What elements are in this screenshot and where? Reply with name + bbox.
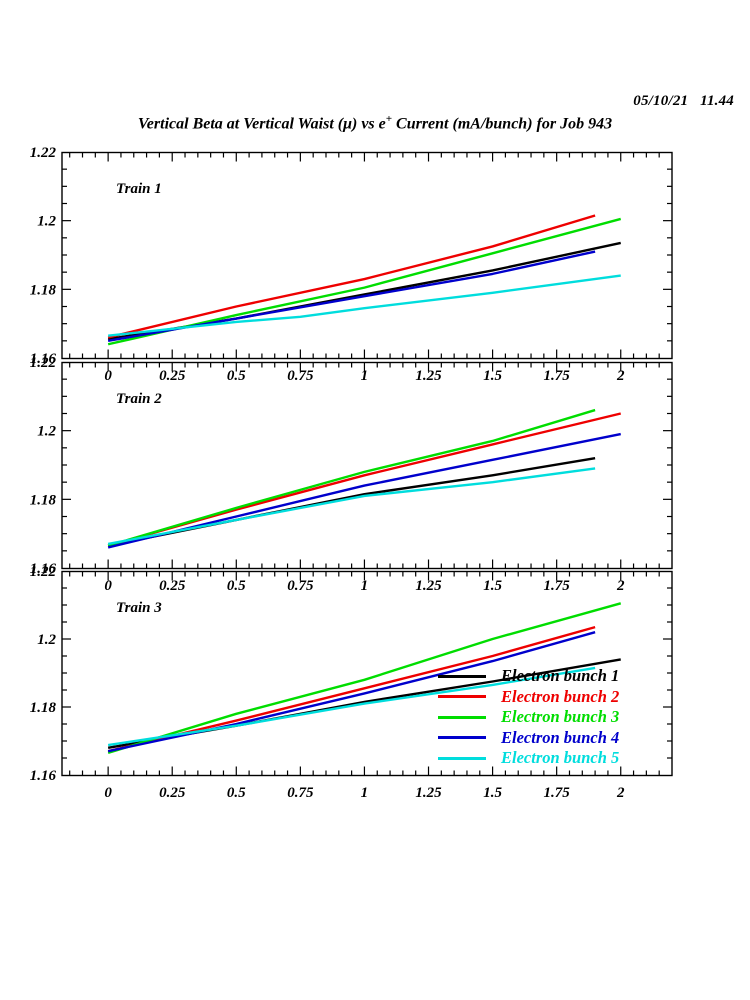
- svg-text:1.2: 1.2: [37, 632, 56, 648]
- train-1-label: Train 1: [116, 181, 162, 197]
- legend-label: Electron bunch 3: [501, 707, 620, 726]
- svg-text:1.5: 1.5: [483, 578, 502, 594]
- svg-text:1.75: 1.75: [544, 368, 571, 384]
- svg-text:1.75: 1.75: [544, 578, 571, 594]
- svg-text:0.25: 0.25: [159, 368, 186, 384]
- svg-text:1.25: 1.25: [415, 785, 442, 801]
- legend-line-sample-blue: [438, 736, 486, 740]
- legend-line-sample-cyan: [438, 756, 486, 760]
- svg-text:0.5: 0.5: [227, 578, 246, 594]
- svg-text:1: 1: [361, 785, 369, 801]
- svg-text:0.75: 0.75: [287, 368, 314, 384]
- svg-text:1.2: 1.2: [37, 424, 56, 440]
- legend-label: Electron bunch 1: [501, 666, 620, 685]
- legend-line-sample-red: [438, 695, 486, 699]
- legend-label: Electron bunch 2: [501, 686, 620, 706]
- svg-text:1.22: 1.22: [30, 355, 57, 371]
- svg-text:1.5: 1.5: [483, 785, 502, 801]
- legend-item-bunch-5: Electron bunch 5: [438, 748, 658, 769]
- svg-text:1.18: 1.18: [30, 492, 57, 508]
- svg-text:0.5: 0.5: [227, 368, 246, 384]
- train-1-chart: 1.16 1.18 1.2 1.22 0 0.25 0.5 0.75 1 1.25 1.5 1.75 2: [30, 145, 673, 384]
- legend-line-sample-green: [438, 715, 486, 719]
- svg-text:1.18: 1.18: [30, 700, 57, 716]
- svg-text:1: 1: [361, 368, 369, 384]
- svg-text:1.25: 1.25: [415, 578, 442, 594]
- svg-text:0.75: 0.75: [287, 785, 314, 801]
- svg-text:0.25: 0.25: [159, 785, 186, 801]
- legend-item-bunch-1: Electron bunch 1: [438, 666, 658, 687]
- legend-item-bunch-3: Electron bunch 3: [438, 707, 658, 728]
- legend-item-bunch-2: Electron bunch 2: [438, 687, 658, 708]
- svg-text:2: 2: [616, 368, 625, 384]
- train-2-chart: 1.16 1.18 1.2 1.22 0 0.25 0.5 0.75 1 1.25 1.5 1.75 2: [30, 355, 673, 594]
- svg-text:0: 0: [104, 578, 112, 594]
- chart-legend: Electron bunch 1 Electron bunch 2 Electr…: [438, 666, 658, 769]
- svg-text:1.22: 1.22: [30, 564, 57, 580]
- svg-text:1: 1: [361, 578, 369, 594]
- svg-text:1.16: 1.16: [30, 768, 57, 784]
- svg-text:1.16: 1.16: [30, 561, 57, 577]
- svg-text:0.25: 0.25: [159, 578, 186, 594]
- svg-text:1.2: 1.2: [37, 214, 56, 230]
- svg-text:1.5: 1.5: [483, 368, 502, 384]
- legend-item-bunch-4: Electron bunch 4: [438, 728, 658, 749]
- train-3-chart: 1.16 1.18 1.2 1.22 0 0.25 0.5 0.75 1 1.25 1.5 1.75 2: [30, 564, 673, 801]
- train-2-label: Train 2: [116, 391, 162, 407]
- title-superscript-plus: +: [385, 113, 393, 125]
- svg-text:1.22: 1.22: [30, 145, 57, 161]
- title-text: Vertical Beta at Vertical Waist (μ) vs e: [137, 115, 386, 133]
- svg-text:0: 0: [104, 785, 112, 801]
- svg-text:1.25: 1.25: [415, 368, 442, 384]
- train-3-label: Train 3: [116, 600, 162, 616]
- svg-text:1.18: 1.18: [30, 282, 57, 298]
- svg-text:0.75: 0.75: [287, 578, 314, 594]
- plot-timestamp: 05/10/21 11.44: [633, 93, 734, 109]
- svg-text:0: 0: [104, 368, 112, 384]
- title-text-tail: Current (mA/bunch) for Job 943: [392, 115, 613, 133]
- legend-label: Electron bunch 5: [501, 748, 620, 767]
- svg-text:2: 2: [616, 785, 625, 801]
- legend-line-sample-black: [438, 674, 486, 678]
- svg-text:2: 2: [616, 578, 625, 594]
- page-title: Vertical Beta at Vertical Waist (μ) vs e…: [0, 113, 750, 133]
- svg-text:1.16: 1.16: [30, 351, 57, 367]
- svg-text:1.75: 1.75: [544, 785, 571, 801]
- svg-text:0.5: 0.5: [227, 785, 246, 801]
- legend-label: Electron bunch 4: [501, 727, 620, 747]
